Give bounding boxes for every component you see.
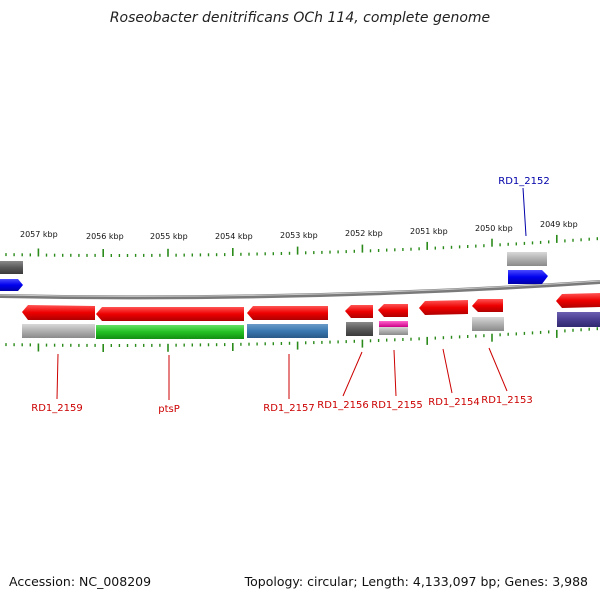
gene-block[interactable] bbox=[472, 317, 504, 331]
gene-arrow[interactable] bbox=[22, 305, 95, 320]
leader-line bbox=[522, 187, 527, 237]
gene-label-rd1-2153[interactable]: RD1_2153 bbox=[481, 395, 532, 406]
scale-ticks-bottom bbox=[5, 327, 598, 352]
gene-arrow[interactable] bbox=[508, 270, 548, 284]
leader-line bbox=[342, 351, 363, 397]
gene-block[interactable] bbox=[379, 321, 408, 327]
genome-summary-text: Topology: circular; Length: 4,133,097 bp… bbox=[244, 574, 588, 589]
kbp-labels: 2057 kbp 2056 kbp 2055 kbp 2054 kbp 2053… bbox=[20, 220, 578, 241]
map-title: Roseobacter denitrificans OCh 114, compl… bbox=[109, 10, 491, 26]
gene-block[interactable] bbox=[0, 261, 23, 274]
kbp-label: 2055 kbp bbox=[150, 232, 188, 241]
gene-arrow[interactable] bbox=[419, 300, 468, 315]
kbp-label: 2054 kbp bbox=[215, 232, 253, 241]
accession-text: Accession: NC_008209 bbox=[9, 574, 152, 589]
gene-arrow[interactable] bbox=[247, 306, 328, 320]
kbp-label: 2051 kbp bbox=[410, 227, 448, 236]
gene-label-ptsp[interactable]: ptsP bbox=[158, 404, 180, 415]
gene-block[interactable] bbox=[379, 327, 408, 335]
leader-line bbox=[488, 347, 508, 392]
gene-arrow[interactable] bbox=[378, 304, 408, 317]
kbp-label: 2053 kbp bbox=[280, 231, 318, 240]
gene-label-rd1-2155[interactable]: RD1_2155 bbox=[371, 400, 422, 411]
gene-block[interactable] bbox=[346, 322, 373, 336]
gene-block[interactable] bbox=[247, 324, 328, 338]
genome-backbone bbox=[0, 280, 600, 300]
kbp-label: 2049 kbp bbox=[540, 220, 578, 229]
gene-features-bottom bbox=[22, 293, 600, 339]
gene-label-rd1-2159[interactable]: RD1_2159 bbox=[31, 403, 82, 414]
gene-arrow[interactable] bbox=[96, 307, 244, 321]
scale-ticks-top bbox=[5, 234, 598, 257]
gene-arrow[interactable] bbox=[0, 279, 23, 291]
gene-arrow[interactable] bbox=[472, 299, 503, 312]
kbp-label: 2057 kbp bbox=[20, 230, 58, 239]
gene-label-rd1-2154[interactable]: RD1_2154 bbox=[428, 397, 479, 408]
gene-label-rd1-2157[interactable]: RD1_2157 bbox=[263, 403, 314, 414]
gene-arrow[interactable] bbox=[556, 293, 600, 308]
leader-line bbox=[442, 348, 453, 394]
label-leaders bbox=[56, 187, 527, 400]
leader-line bbox=[393, 349, 397, 397]
gene-block[interactable] bbox=[96, 325, 244, 339]
genome-backbone-highlight bbox=[0, 280, 600, 297]
gene-labels: RD1_2159 ptsP RD1_2157 RD1_2156 RD1_2155… bbox=[31, 176, 549, 415]
kbp-label: 2056 kbp bbox=[86, 232, 124, 241]
gene-label-rd1-2152[interactable]: RD1_2152 bbox=[498, 176, 549, 187]
leader-line bbox=[56, 353, 59, 400]
kbp-label: 2052 kbp bbox=[345, 229, 383, 238]
gene-block[interactable] bbox=[22, 324, 95, 338]
gene-features-top bbox=[0, 252, 548, 291]
gene-block[interactable] bbox=[507, 252, 547, 266]
gene-arrow[interactable] bbox=[345, 305, 373, 318]
kbp-label: 2050 kbp bbox=[475, 224, 513, 233]
gene-block[interactable] bbox=[557, 312, 600, 327]
gene-label-rd1-2156[interactable]: RD1_2156 bbox=[317, 400, 368, 411]
